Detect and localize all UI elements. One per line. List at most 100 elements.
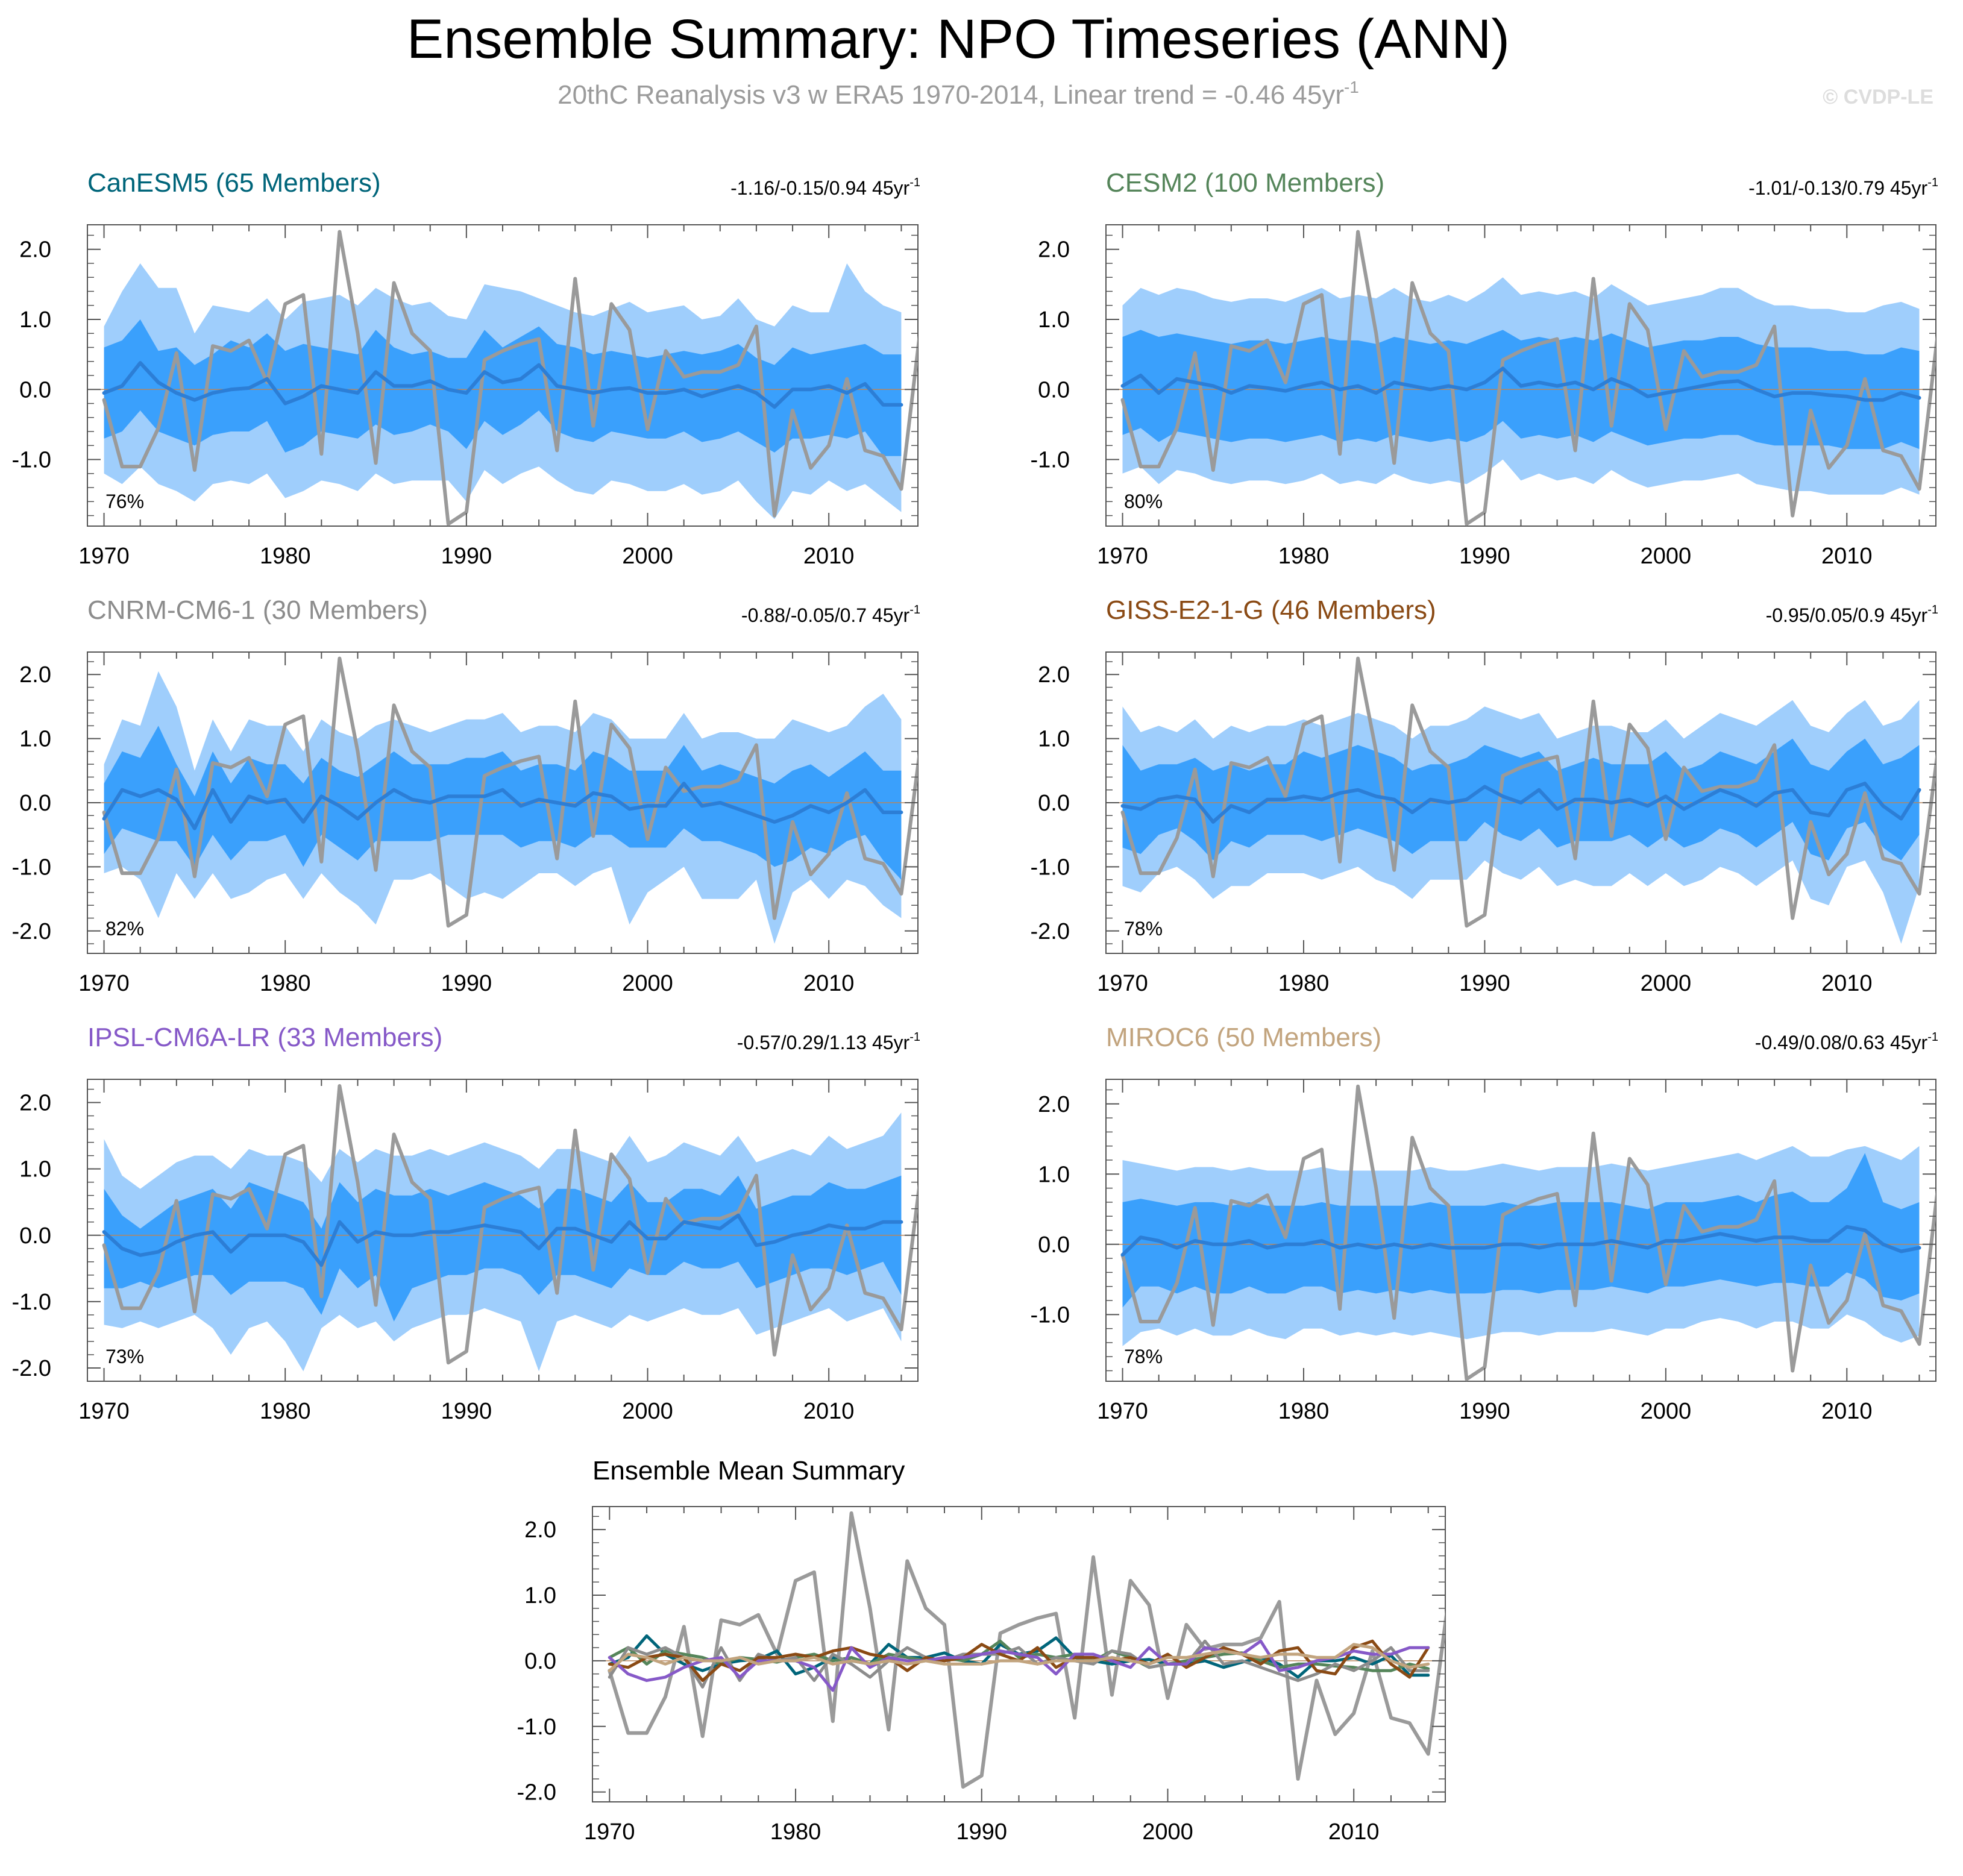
x-tick-label: 2000: [1641, 544, 1692, 569]
ensemble-mean-line: [1120, 1225, 1921, 1257]
trend-label-text: -0.88/-0.05/0.7 45yr: [741, 604, 910, 626]
x-tick-label: 2010: [1821, 971, 1873, 996]
plot-area: [1106, 230, 1936, 526]
x-tick-label: 2000: [622, 1399, 673, 1424]
x-tick-label: 1970: [78, 971, 130, 996]
y-tick-label: 2.0: [524, 1517, 556, 1543]
trend-label-sup: -1: [1927, 603, 1938, 616]
y-tick-label: -2.0: [1031, 919, 1070, 944]
x-tick-label: 2000: [1641, 971, 1692, 996]
y-tick-label: -1.0: [12, 448, 51, 473]
percent-label: 78%: [1124, 918, 1163, 940]
x-tick-label: 1990: [441, 1399, 492, 1424]
y-tick-label: 1.0: [1038, 307, 1070, 333]
y-tick-label: 0.0: [1038, 377, 1070, 403]
y-tick-label: 0.0: [524, 1649, 556, 1674]
x-tick-label: 2010: [1821, 544, 1873, 569]
y-tick-label: 1.0: [19, 727, 51, 752]
y-tick-label: 0.0: [1038, 791, 1070, 816]
trend-label-text: -1.16/-0.15/0.94 45yr: [730, 177, 909, 199]
y-tick-label: -1.0: [517, 1714, 556, 1740]
model-title: IPSL-CM6A-LR (33 Members): [87, 1023, 442, 1052]
ensemble-mean-line: [1120, 366, 1921, 402]
model-title: CNRM-CM6-1 (30 Members): [87, 595, 428, 625]
figure-subtitle: 20thC Reanalysis v3 w ERA5 1970-2014, Li…: [557, 78, 1359, 110]
observed-series-line: [1120, 656, 1936, 928]
inner-spread-band: [1122, 1153, 1920, 1308]
observed-series-line: [608, 1511, 1445, 1789]
trend-label: -0.88/-0.05/0.7 45yr-1: [741, 603, 920, 626]
x-tick-label: 1970: [1097, 1399, 1148, 1424]
y-tick-label: 2.0: [1038, 662, 1070, 688]
trend-label-sup: -1: [909, 603, 920, 616]
x-tick-label: 1980: [260, 971, 311, 996]
x-tick-label: 1980: [260, 544, 311, 569]
x-tick-label: 2010: [1328, 1819, 1380, 1845]
y-tick-label: -1.0: [12, 855, 51, 880]
plot-area: [87, 230, 918, 526]
x-tick-label: 1980: [770, 1819, 821, 1845]
y-tick-label: 2.0: [1038, 1092, 1070, 1117]
subtitle-text: 20thC Reanalysis v3 w ERA5 1970-2014, Li…: [557, 80, 1344, 110]
chart-panel-2: 1970 1980 1990 2000 2010 2.0 1.0 0.0 -1.0 -2.0 CNR…: [12, 595, 920, 996]
trend-label-text: -0.95/0.05/0.9 45yr: [1766, 604, 1928, 626]
trend-label: -0.95/0.05/0.9 45yr-1: [1766, 603, 1938, 626]
x-tick-label: 1990: [1459, 971, 1510, 996]
x-tick-label: 1970: [1097, 971, 1148, 996]
x-tick-label: 2000: [622, 544, 673, 569]
x-tick-label: 2010: [803, 971, 855, 996]
percent-label: 78%: [1124, 1346, 1163, 1367]
model-title: GISS-E2-1-G (46 Members): [1106, 595, 1436, 625]
x-tick-label: 1990: [956, 1819, 1007, 1845]
ensemble-mean-line: [1120, 782, 1921, 824]
ensemble-mean-line: [102, 361, 903, 409]
trend-label-text: -0.49/0.08/0.63 45yr: [1755, 1032, 1928, 1053]
x-tick-label: 1990: [1459, 544, 1510, 569]
trend-label-sup: -1: [1927, 1031, 1938, 1044]
y-tick-label: -1.0: [1031, 855, 1070, 880]
inner-spread-band: [104, 1175, 902, 1322]
y-tick-label: 0.0: [19, 1223, 51, 1249]
x-tick-label: 1980: [1278, 544, 1330, 569]
y-tick-label: 1.0: [19, 1157, 51, 1182]
chart-panel-4: 1970 1980 1990 2000 2010 2.0 1.0 0.0 -1.0 -2.0 IPS…: [12, 1023, 920, 1424]
inner-spread-band: [104, 319, 902, 456]
ensemble-mean-series-4: [608, 1639, 1430, 1692]
y-tick-label: 1.0: [1038, 1162, 1070, 1187]
x-tick-label: 1990: [1459, 1399, 1510, 1424]
x-tick-label: 2000: [1641, 1399, 1692, 1424]
x-tick-label: 2000: [622, 971, 673, 996]
x-tick-label: 2010: [803, 544, 855, 569]
panel-title: Ensemble Mean Summary: [592, 1456, 905, 1485]
plot-area: [592, 1511, 1445, 1789]
chart-panel-5: 1970 1980 1990 2000 2010 2.0 1.0 0.0 -1.0 MIROC6 …: [1031, 1023, 1938, 1424]
percent-label: 80%: [1124, 491, 1163, 512]
trend-label: -1.01/-0.13/0.79 45yr-1: [1748, 176, 1938, 199]
inner-spread-band: [1122, 738, 1920, 861]
observed-series-line: [1120, 230, 1936, 526]
watermark: © CVDP-LE: [1823, 86, 1933, 108]
x-tick-label: 1990: [441, 544, 492, 569]
figure-title: Ensemble Summary: NPO Timeseries (ANN): [407, 8, 1510, 70]
model-title: CanESM5 (65 Members): [87, 168, 381, 198]
y-tick-label: 2.0: [1038, 237, 1070, 263]
trend-label-sup: -1: [1927, 176, 1938, 189]
plot-area: [87, 1084, 918, 1372]
percent-label: 82%: [105, 918, 144, 940]
y-tick-label: 0.0: [1038, 1232, 1070, 1258]
y-tick-label: -1.0: [12, 1290, 51, 1315]
chart-panel-1: 1970 1980 1990 2000 2010 2.0 1.0 0.0 -1.0 CESM2 (…: [1031, 168, 1938, 569]
plot-area: [1106, 1084, 1936, 1381]
y-tick-label: 2.0: [19, 1091, 51, 1116]
ensemble-mean-series-5: [608, 1643, 1430, 1672]
chart-panel-3: 1970 1980 1990 2000 2010 2.0 1.0 0.0 -1.0 -2.0 GIS…: [1031, 595, 1938, 996]
trend-label-sup: -1: [909, 176, 920, 189]
x-tick-label: 1980: [1278, 1399, 1330, 1424]
trend-label: -0.57/0.29/1.13 45yr-1: [737, 1031, 920, 1053]
y-tick-label: -1.0: [1031, 448, 1070, 473]
percent-label: 73%: [105, 1346, 144, 1367]
percent-label: 76%: [105, 491, 144, 512]
y-tick-label: -1.0: [1031, 1302, 1070, 1328]
y-tick-label: -2.0: [517, 1780, 556, 1805]
